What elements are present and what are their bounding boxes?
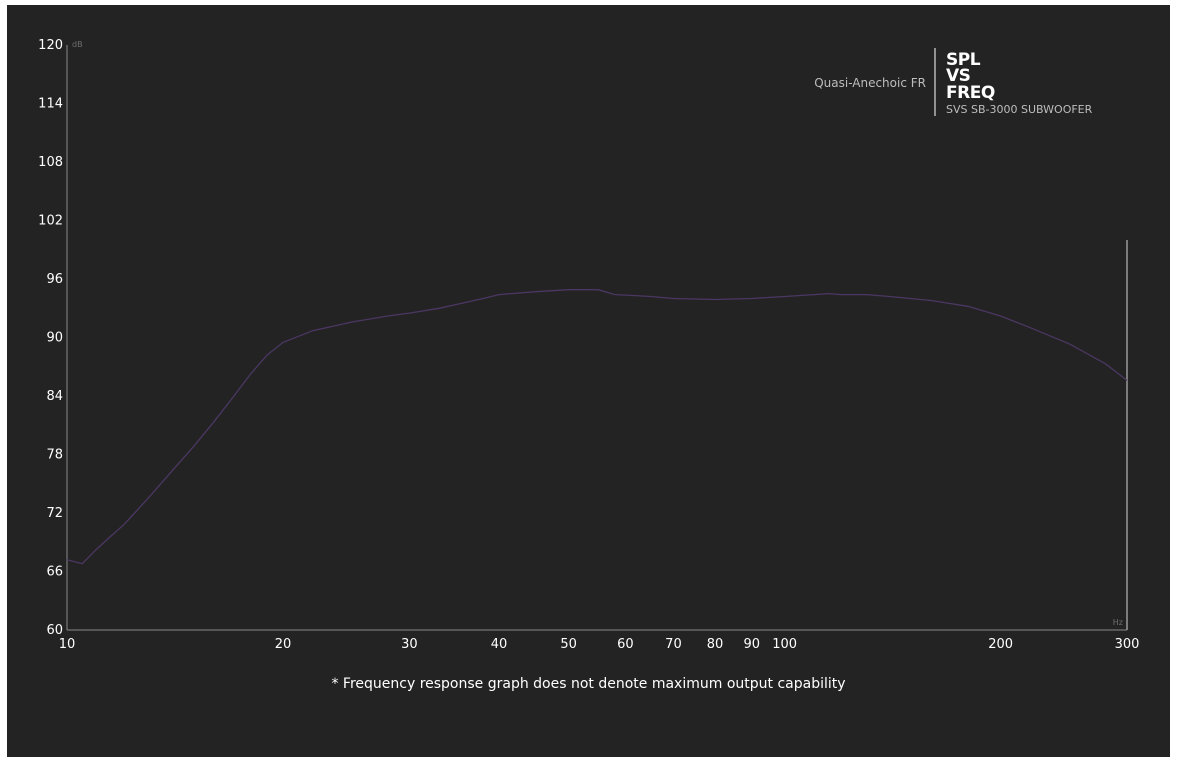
logo-line-freq: FREQ (946, 83, 995, 103)
x-tick-label: 20 (275, 637, 292, 652)
x-tick-label: 40 (491, 637, 508, 652)
logo-line-vs: VS (946, 66, 970, 86)
y-tick-label: 90 (46, 331, 63, 346)
y-tick-label: 102 (38, 214, 63, 229)
chart-subtitle: Quasi-Anechoic FR (814, 76, 926, 90)
x-tick-label: 80 (707, 637, 724, 652)
logo-line-spl: SPL (946, 50, 981, 70)
footnote-text: * Frequency response graph does not deno… (331, 676, 846, 692)
y-tick-label: 120 (38, 38, 63, 53)
x-axis-ticks: 10 20 30 40 50 60 70 80 90 100 200 300 (59, 637, 1140, 652)
x-tick-label: 30 (401, 637, 418, 652)
x-axis-unit: Hz (1113, 618, 1123, 627)
y-axis-ticks: 60 66 72 78 84 90 96 102 108 114 120 (38, 38, 63, 638)
x-tick-label: 100 (772, 637, 797, 652)
model-name: SVS SB-3000 SUBWOOFER (946, 103, 1093, 116)
chart-panel: 60 66 72 78 84 90 96 102 108 114 120 10 20 30 40 50 60 7… (7, 5, 1170, 757)
y-tick-label: 108 (38, 155, 63, 170)
x-tick-label: 300 (1115, 637, 1140, 652)
y-tick-label: 66 (46, 565, 63, 580)
frequency-response-line (66, 289, 1128, 565)
x-tick-label: 50 (560, 637, 577, 652)
y-tick-label: 96 (46, 272, 63, 287)
x-tick-label: 90 (744, 637, 761, 652)
x-tick-label: 60 (617, 637, 634, 652)
x-tick-label: 200 (988, 637, 1013, 652)
frequency-response-chart: 60 66 72 78 84 90 96 102 108 114 120 10 20 30 40 50 60 7… (38, 38, 1140, 652)
y-axis-unit: dB (72, 40, 83, 49)
x-tick-label: 10 (59, 637, 76, 652)
y-tick-label: 78 (46, 448, 63, 463)
x-tick-label: 70 (665, 637, 682, 652)
y-tick-label: 114 (38, 97, 63, 112)
y-tick-label: 72 (46, 506, 63, 521)
y-tick-label: 84 (46, 389, 63, 404)
y-tick-label: 60 (46, 623, 63, 638)
